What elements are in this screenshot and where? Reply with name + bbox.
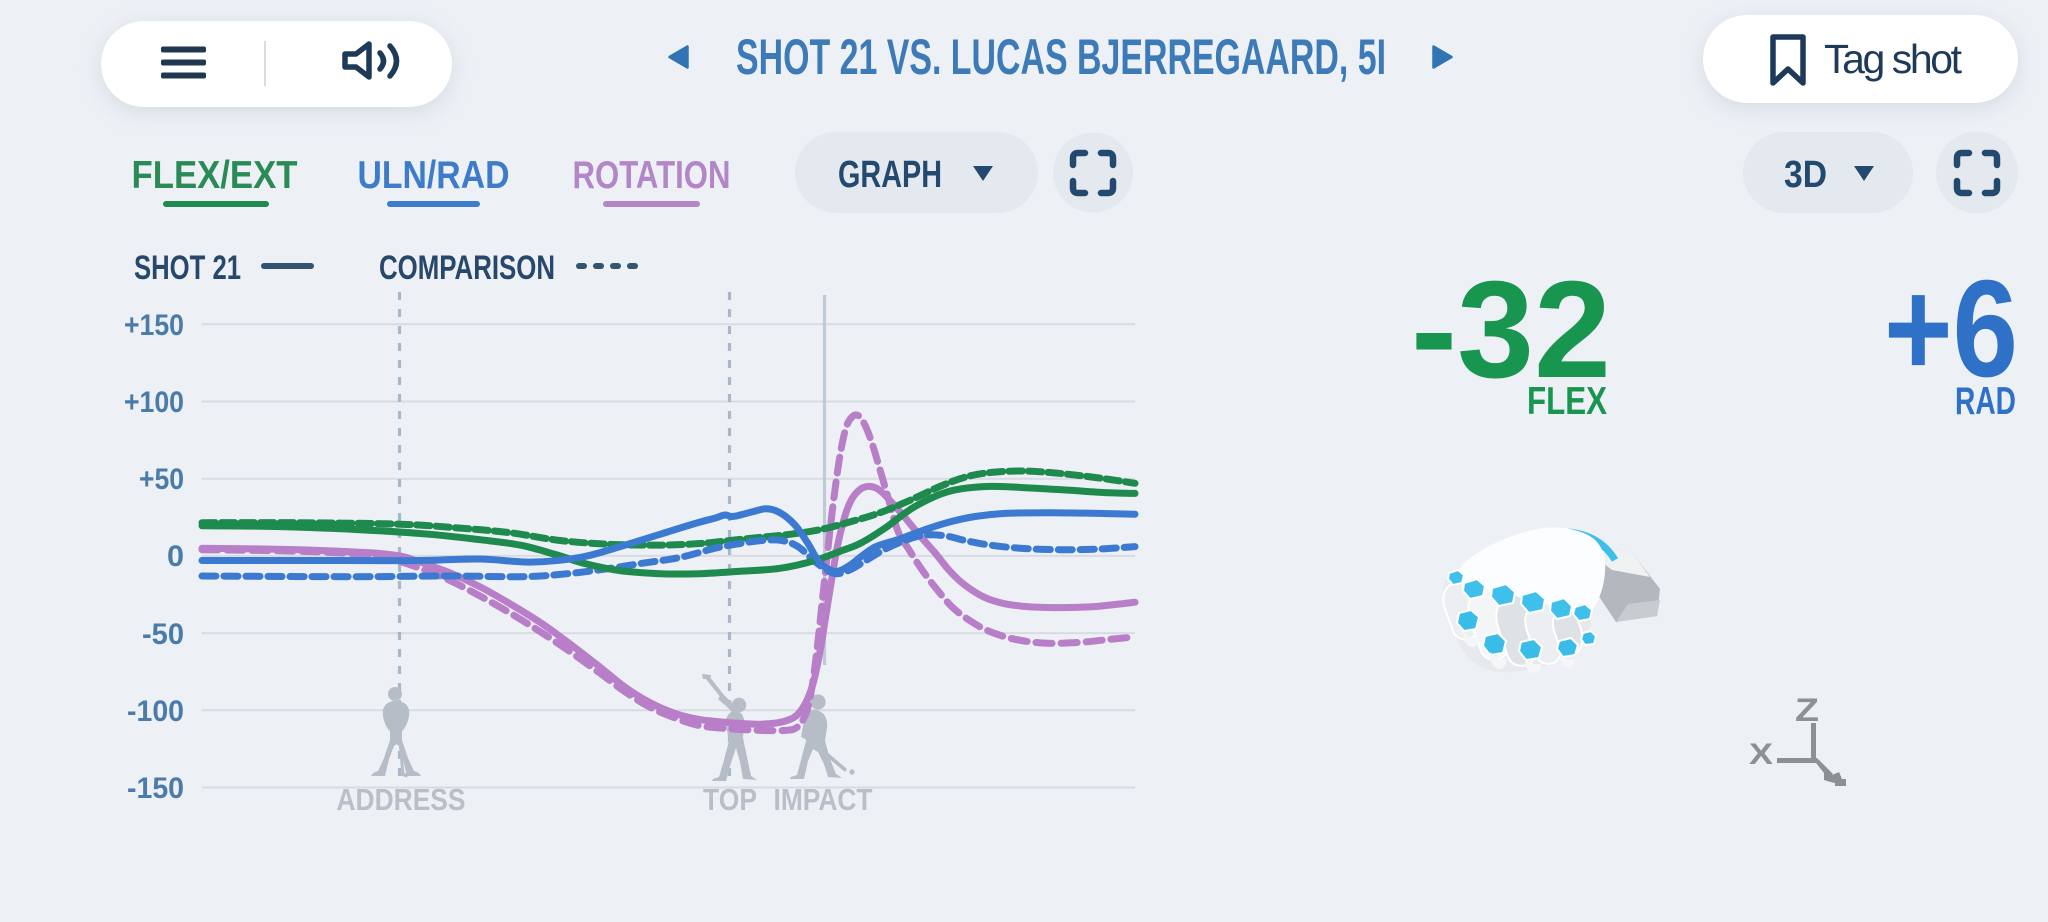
svg-text:SHOT 21: SHOT 21 bbox=[134, 249, 241, 287]
svg-text:-32: -32 bbox=[1411, 253, 1611, 407]
svg-text:COMPARISON: COMPARISON bbox=[379, 249, 555, 287]
svg-text:+50: +50 bbox=[139, 463, 184, 496]
svg-text:GRAPH: GRAPH bbox=[838, 154, 942, 196]
svg-text:ULN/RAD: ULN/RAD bbox=[358, 154, 510, 197]
svg-text:Z: Z bbox=[1795, 692, 1819, 728]
svg-text:ADDRESS: ADDRESS bbox=[337, 782, 466, 817]
svg-text:3D: 3D bbox=[1784, 154, 1827, 196]
svg-text:-100: -100 bbox=[127, 695, 184, 728]
svg-text:+100: +100 bbox=[124, 386, 184, 419]
svg-text:IMPACT: IMPACT bbox=[774, 782, 873, 817]
svg-text:FLEX: FLEX bbox=[1527, 380, 1607, 423]
svg-text:+150: +150 bbox=[124, 309, 184, 342]
svg-text:TOP: TOP bbox=[703, 782, 757, 817]
svg-text:FLEX/EXT: FLEX/EXT bbox=[132, 154, 298, 197]
svg-text:SHOT 21 VS. LUCAS BJERREGAARD,: SHOT 21 VS. LUCAS BJERREGAARD, 5I bbox=[736, 29, 1386, 85]
svg-text:0: 0 bbox=[167, 540, 184, 573]
svg-text:X: X bbox=[1749, 738, 1773, 771]
svg-text:RAD: RAD bbox=[1955, 380, 2016, 423]
svg-text:ROTATION: ROTATION bbox=[573, 154, 731, 197]
svg-text:Tag shot: Tag shot bbox=[1824, 36, 1963, 82]
svg-text:+6: +6 bbox=[1884, 252, 2018, 406]
svg-text:-150: -150 bbox=[127, 772, 184, 805]
svg-text:-50: -50 bbox=[142, 618, 184, 651]
